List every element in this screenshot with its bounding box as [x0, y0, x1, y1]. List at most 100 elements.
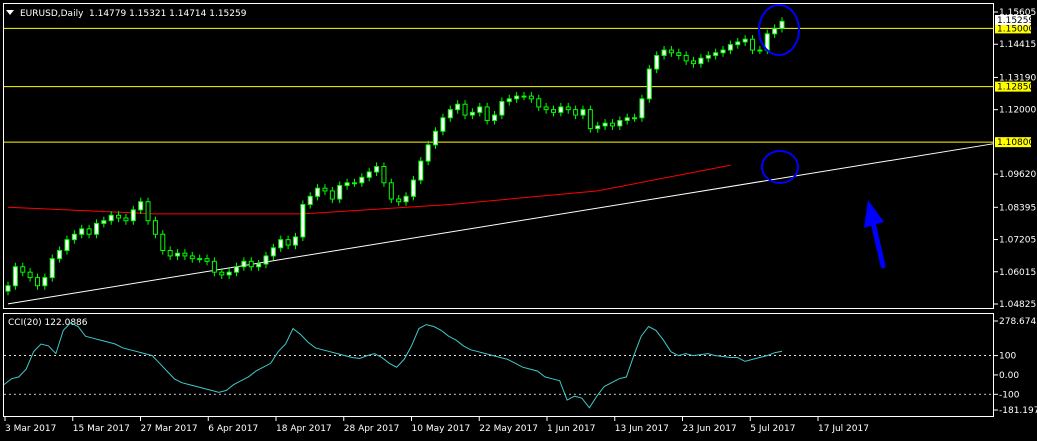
candle-body: [123, 217, 129, 222]
horizontal-levels[interactable]: 1.15000 1.12850 1.10800: [4, 23, 1034, 148]
candle-body: [64, 239, 70, 252]
candle-body: [337, 184, 343, 200]
candle-body: [477, 106, 483, 113]
time-tick-label: 18 Apr 2017: [276, 424, 332, 434]
time-tick-label: 15 Mar 2017: [73, 424, 130, 434]
candle-body: [138, 201, 144, 211]
candle-body: [735, 41, 741, 46]
candle-body: [757, 49, 763, 52]
candle-body: [197, 258, 203, 261]
candle-body: [514, 95, 520, 100]
candle-body: [344, 182, 350, 186]
circle-annotation-ma: [761, 150, 799, 184]
candle-body: [617, 119, 623, 127]
candle-body: [462, 103, 468, 116]
candle-body: [351, 182, 357, 185]
time-tick-label: 23 Jun 2017: [683, 424, 737, 434]
time-tick-label: 22 May 2017: [479, 424, 538, 434]
candle-body: [727, 44, 733, 51]
price-tick-label: 1.09620: [999, 170, 1036, 180]
candle-body: [713, 52, 719, 56]
candles: [5, 17, 785, 296]
candle-body: [580, 109, 586, 116]
candle-body: [189, 255, 195, 260]
price-tag-label: 1.15259: [997, 16, 1034, 26]
level-tag: [995, 81, 1031, 92]
candle-body: [234, 266, 240, 273]
price-axis: 1.15605 1.14415 1.13190 1.12000 1.09620 1.083…: [994, 8, 1036, 310]
price-tick-label: 1.13190: [999, 73, 1036, 83]
main-chart-frame: [3, 3, 994, 309]
candle-body: [359, 176, 365, 184]
candle-body: [698, 57, 704, 65]
circle-annotation-top: [758, 4, 800, 56]
price-tick-label: 1.08395: [999, 203, 1036, 213]
candle-body: [750, 38, 756, 51]
level-tag: [995, 137, 1031, 148]
candle-body: [42, 277, 48, 287]
candle-body: [668, 49, 674, 54]
candle-body: [226, 271, 232, 276]
candle-body: [175, 252, 181, 257]
candle-body: [86, 228, 92, 235]
candle-body: [469, 111, 475, 116]
candle-body: [307, 195, 313, 205]
candle-body: [779, 20, 785, 29]
candle-body: [182, 252, 188, 257]
candle-body: [418, 160, 424, 181]
candle-body: [558, 106, 564, 113]
candle-body: [204, 258, 210, 262]
candle-body: [388, 182, 394, 200]
indicator-frame: [3, 313, 994, 417]
time-tick-label: 6 Apr 2017: [208, 424, 258, 434]
candle-body: [447, 109, 453, 119]
candle-body: [167, 250, 173, 257]
candle-body: [492, 114, 498, 121]
cci-tick-label: 0.00: [999, 371, 1019, 381]
candle-body: [152, 220, 158, 235]
candle-body: [108, 214, 114, 222]
level-tag-label: 1.10800: [997, 138, 1034, 148]
candle-body: [624, 117, 630, 121]
price-tick-label: 1.12000: [999, 106, 1036, 116]
candle-body: [256, 263, 262, 268]
trendline-segment: [7, 143, 994, 305]
dropdown-triangle-icon[interactable]: [6, 10, 14, 15]
candle-body: [145, 201, 151, 222]
candle-body: [550, 109, 556, 113]
candle-body: [116, 214, 122, 219]
up-arrow-head: [864, 200, 884, 228]
candle-body: [381, 166, 387, 184]
candle-body: [455, 103, 461, 111]
annotations[interactable]: [758, 4, 886, 269]
candle-body: [720, 49, 726, 54]
candle-body: [300, 203, 306, 238]
candle-body: [499, 101, 505, 116]
candle-body: [270, 247, 276, 257]
candle-body: [219, 271, 225, 276]
candle-body: [248, 260, 254, 268]
time-tick-label: 17 Jul 2017: [818, 424, 869, 434]
candle-body: [285, 239, 291, 246]
candle-body: [676, 52, 682, 56]
candle-body: [20, 266, 26, 273]
candle-body: [433, 130, 439, 146]
cci-tick-label: 278.6742: [999, 317, 1037, 327]
candle-body: [329, 190, 335, 200]
candle-body: [521, 95, 527, 98]
cci-line: 278.6742 100 0.00 -100 -181.1979: [3, 317, 1037, 416]
cci-path: [3, 322, 783, 409]
trendline[interactable]: [7, 143, 994, 305]
candle-body: [322, 187, 328, 192]
candle-body: [440, 117, 446, 132]
candle-body: [396, 198, 402, 203]
symbol-label: EURUSD,Daily: [20, 9, 84, 19]
time-axis: 3 Mar 2017 15 Mar 2017 27 Mar 2017 6 Apr 20…: [4, 417, 869, 434]
candle-body: [5, 285, 11, 292]
candle-body: [130, 209, 136, 222]
candle-body: [263, 255, 269, 265]
candle-body: [705, 54, 711, 59]
price-tick-label: 1.14415: [999, 40, 1036, 50]
candle-body: [374, 166, 380, 173]
